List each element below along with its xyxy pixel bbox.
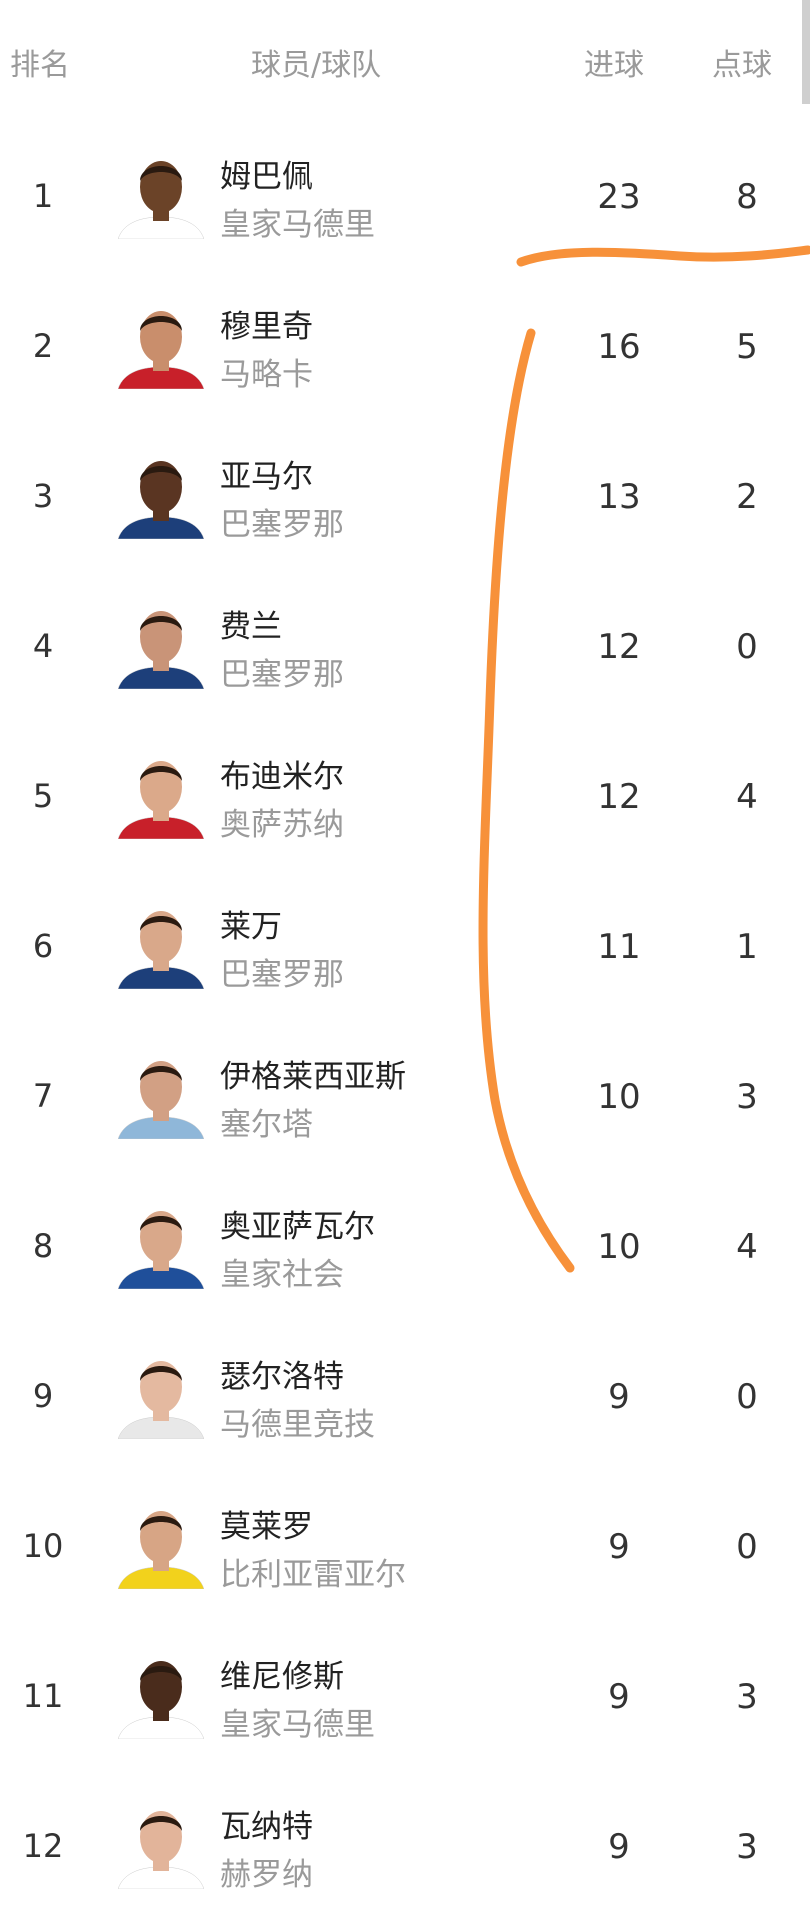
rank: 5 [32, 777, 54, 815]
goals-value: 16 [597, 327, 641, 367]
team-name[interactable]: 奥萨苏纳 [220, 807, 344, 843]
team-name[interactable]: 皇家马德里 [220, 207, 375, 243]
team-name[interactable]: 马略卡 [220, 357, 313, 393]
player-avatar [118, 311, 204, 389]
player-avatar [118, 161, 204, 239]
goals-value: 10 [597, 1227, 641, 1267]
team-name[interactable]: 巴塞罗那 [220, 657, 344, 693]
team-name[interactable]: 马德里竞技 [220, 1407, 375, 1443]
team-name[interactable]: 巴塞罗那 [220, 957, 344, 993]
player-name[interactable]: 莫莱罗 [220, 1509, 313, 1545]
header-player-team: 球员/球队 [251, 48, 382, 83]
table-row[interactable]: 12 瓦纳特 赫罗纳 9 3 [0, 1771, 810, 1921]
penalties-value: 3 [736, 1077, 758, 1117]
player-avatar [118, 1661, 204, 1739]
penalties-value: 4 [736, 777, 758, 817]
goals-value: 9 [608, 1677, 630, 1717]
table-row[interactable]: 1 姆巴佩 皇家马德里 23 8 [0, 121, 810, 271]
scrollbar[interactable] [802, 0, 810, 104]
penalties-value: 4 [736, 1227, 758, 1267]
table-row[interactable]: 3 亚马尔 巴塞罗那 13 2 [0, 421, 810, 571]
goals-value: 9 [608, 1527, 630, 1567]
rank: 11 [22, 1677, 64, 1715]
penalties-value: 2 [736, 477, 758, 517]
penalties-value: 3 [736, 1827, 758, 1867]
player-name[interactable]: 莱万 [220, 909, 282, 945]
player-avatar [118, 611, 204, 689]
penalties-value: 0 [736, 1377, 758, 1417]
rank: 3 [32, 477, 54, 515]
rank: 2 [32, 327, 54, 365]
player-avatar [118, 1211, 204, 1289]
player-name[interactable]: 费兰 [220, 609, 282, 645]
table-row[interactable]: 10 莫莱罗 比利亚雷亚尔 9 0 [0, 1471, 810, 1621]
table-row[interactable]: 8 奥亚萨瓦尔 皇家社会 10 4 [0, 1171, 810, 1321]
player-name[interactable]: 布迪米尔 [220, 759, 344, 795]
rank: 6 [32, 927, 54, 965]
rank: 4 [32, 627, 54, 665]
goals-value: 12 [597, 627, 641, 667]
goals-value: 9 [608, 1827, 630, 1867]
goals-value: 12 [597, 777, 641, 817]
header-rank: 排名 [10, 48, 70, 83]
player-avatar [118, 911, 204, 989]
table-row[interactable]: 4 费兰 巴塞罗那 12 0 [0, 571, 810, 721]
rank: 12 [22, 1827, 64, 1865]
team-name[interactable]: 皇家马德里 [220, 1707, 375, 1743]
rank: 1 [32, 177, 54, 215]
rank: 7 [32, 1077, 54, 1115]
rank: 10 [22, 1527, 64, 1565]
goals-value: 11 [597, 927, 641, 967]
table-row[interactable]: 5 布迪米尔 奥萨苏纳 12 4 [0, 721, 810, 871]
penalties-value: 5 [736, 327, 758, 367]
player-avatar [118, 1361, 204, 1439]
rank: 8 [32, 1227, 54, 1265]
rank: 9 [32, 1377, 54, 1415]
player-avatar [118, 461, 204, 539]
player-name[interactable]: 奥亚萨瓦尔 [220, 1209, 375, 1245]
table-row[interactable]: 9 瑟尔洛特 马德里竞技 9 0 [0, 1321, 810, 1471]
team-name[interactable]: 赫罗纳 [220, 1857, 313, 1893]
goals-value: 10 [597, 1077, 641, 1117]
team-name[interactable]: 比利亚雷亚尔 [220, 1557, 406, 1593]
penalties-value: 3 [736, 1677, 758, 1717]
table-row[interactable]: 7 伊格莱西亚斯 塞尔塔 10 3 [0, 1021, 810, 1171]
player-name[interactable]: 维尼修斯 [220, 1659, 344, 1695]
table-row[interactable]: 6 莱万 巴塞罗那 11 1 [0, 871, 810, 1021]
penalties-value: 0 [736, 1527, 758, 1567]
team-name[interactable]: 塞尔塔 [220, 1107, 313, 1143]
player-avatar [118, 761, 204, 839]
penalties-value: 1 [736, 927, 758, 967]
penalties-value: 8 [736, 177, 758, 217]
team-name[interactable]: 巴塞罗那 [220, 507, 344, 543]
player-name[interactable]: 伊格莱西亚斯 [220, 1059, 406, 1095]
table-row[interactable]: 11 维尼修斯 皇家马德里 9 3 [0, 1621, 810, 1771]
goals-value: 9 [608, 1377, 630, 1417]
player-name[interactable]: 亚马尔 [220, 459, 313, 495]
penalties-value: 0 [736, 627, 758, 667]
player-avatar [118, 1811, 204, 1889]
player-name[interactable]: 穆里奇 [220, 309, 313, 345]
player-name[interactable]: 瓦纳特 [220, 1809, 313, 1845]
player-avatar [118, 1061, 204, 1139]
player-name[interactable]: 瑟尔洛特 [220, 1359, 344, 1395]
player-avatar [118, 1511, 204, 1589]
player-name[interactable]: 姆巴佩 [220, 159, 313, 195]
team-name[interactable]: 皇家社会 [220, 1257, 344, 1293]
header-goals[interactable]: 进球 [584, 48, 644, 83]
table-row[interactable]: 2 穆里奇 马略卡 16 5 [0, 271, 810, 421]
header-penalties[interactable]: 点球 [712, 48, 772, 83]
goals-value: 13 [597, 477, 641, 517]
goals-value: 23 [597, 177, 641, 217]
